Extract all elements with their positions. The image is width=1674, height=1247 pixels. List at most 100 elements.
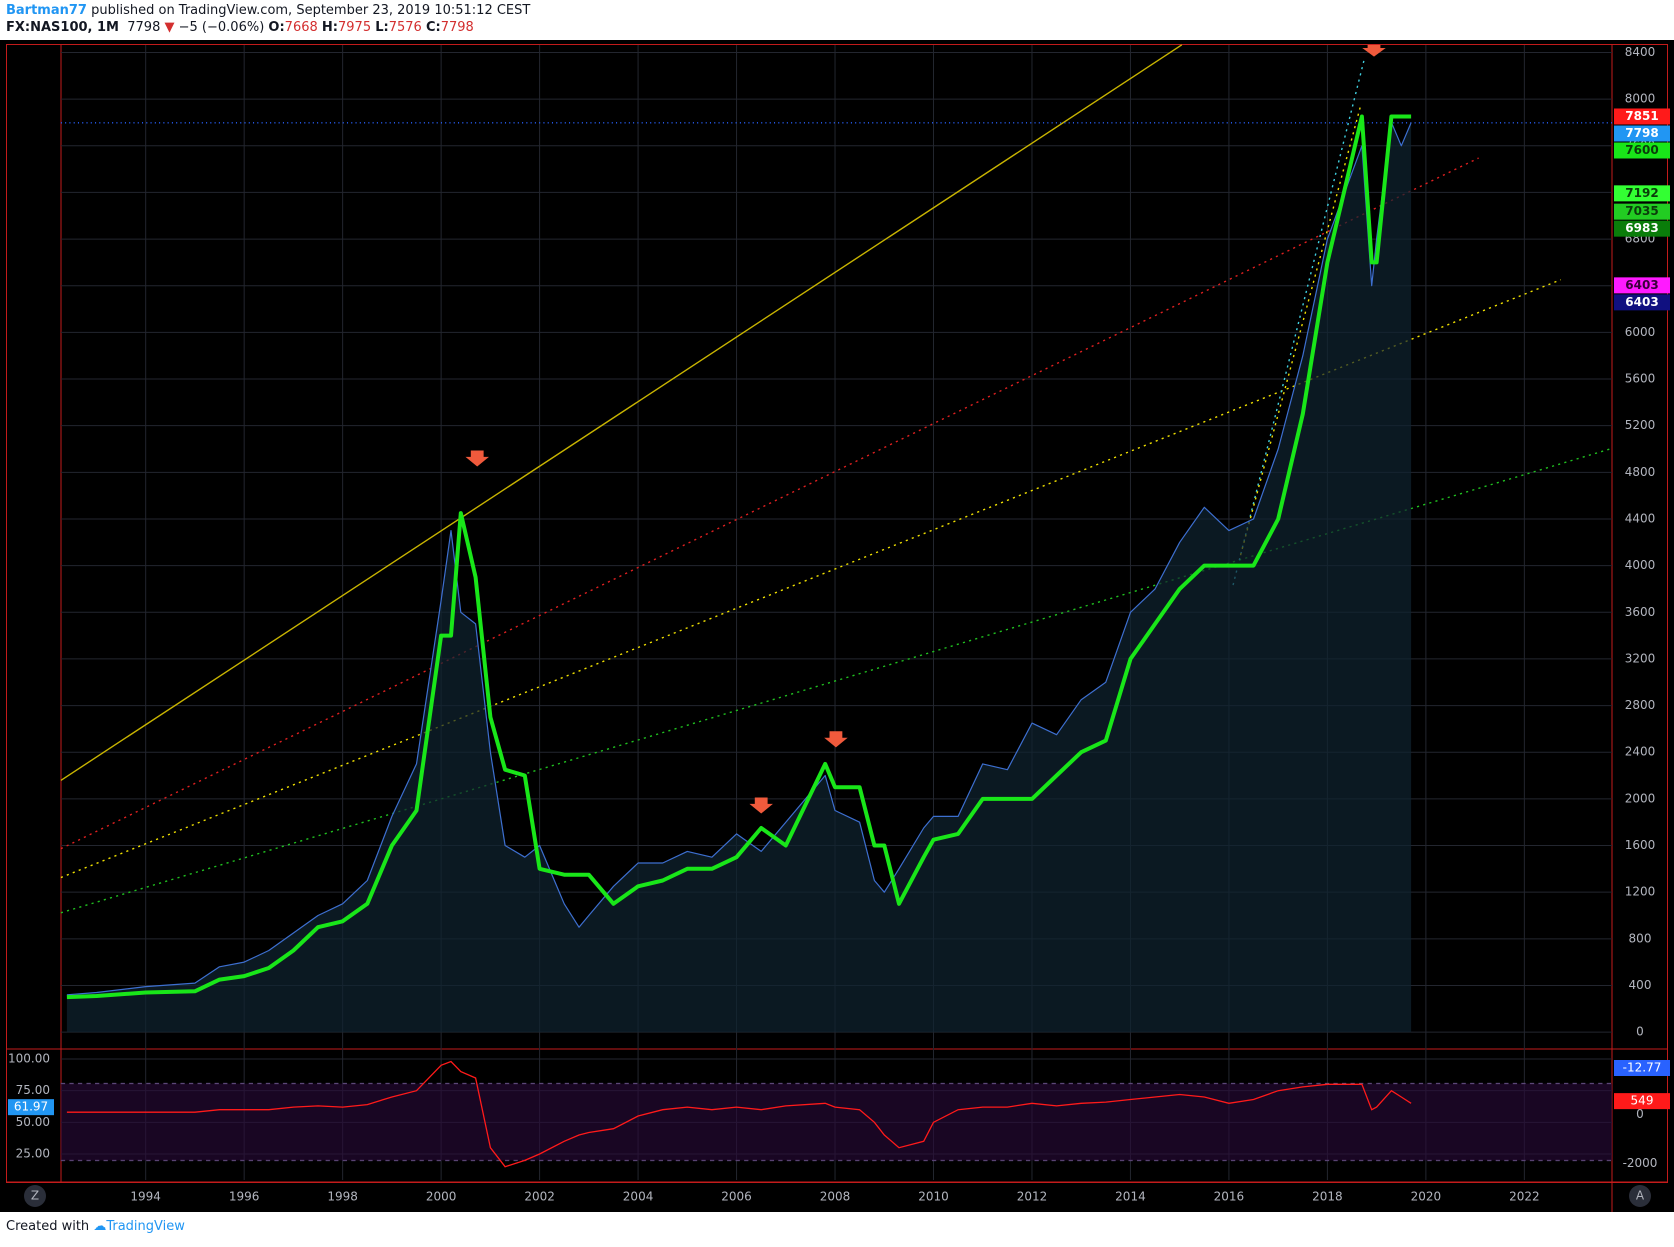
symbol-line: FX:NAS100, 1M 7798 ▼ −5 (−0.06%) O:7668 …: [6, 19, 530, 36]
y-tick-label: 3600: [1625, 605, 1656, 619]
signal-arrow: [749, 797, 773, 814]
osc-tick-label: 100.00: [8, 1051, 50, 1065]
footer-cloud: ☁: [93, 1219, 107, 1234]
footer-text: Created with: [6, 1219, 90, 1234]
price-label-box: [1614, 294, 1670, 311]
scale-button[interactable]: [1629, 1185, 1651, 1207]
price-label: 7600: [1625, 143, 1658, 157]
chart-background: [0, 40, 1674, 1212]
oscillator-line: [66, 1060, 1412, 1168]
ohlc-value: 7668: [284, 20, 318, 35]
y-tick-label: 1200: [1625, 885, 1656, 899]
trend-line: [66, 114, 1412, 1000]
osc-tick-label: 75.00: [16, 1083, 50, 1097]
price-label-box: [1614, 185, 1670, 202]
y-tick-label: 2400: [1625, 745, 1656, 759]
price-label: 6403: [1625, 278, 1658, 292]
x-tick-label: 2002: [524, 1190, 555, 1204]
x-tick-label: 2016: [1214, 1190, 1245, 1204]
osc-y2-value-box: [1614, 1060, 1670, 1076]
header: Bartman77 published on TradingView.com, …: [6, 2, 530, 36]
osc-y2-value-box: [1614, 1093, 1670, 1110]
scale-button-label[interactable]: A: [1636, 1189, 1645, 1203]
price-label-box: [1614, 203, 1670, 220]
x-tick-label: 2020: [1411, 1190, 1442, 1204]
plot: [66, 114, 1412, 1168]
price-label: 7851: [1625, 109, 1658, 123]
signal-arrow: [824, 731, 848, 748]
x-tick-label: 2018: [1312, 1190, 1343, 1204]
x-tick-label: 1996: [229, 1190, 260, 1204]
price-label-box: [1614, 142, 1670, 159]
x-tick-label: 2006: [721, 1190, 752, 1204]
osc-y2-value-label: -12.77: [1623, 1061, 1662, 1075]
osc-y2-value-label: 549: [1631, 1094, 1654, 1108]
drawings: [60, 44, 1613, 1162]
y-tick-label: 4800: [1625, 465, 1656, 479]
last-price: 7798: [127, 20, 161, 35]
price-label: 7798: [1625, 126, 1658, 140]
price-label-box: [1614, 220, 1670, 237]
y-tick-label: 400: [1629, 978, 1652, 992]
x-tick-label: 2008: [820, 1190, 851, 1204]
publish-line: Bartman77 published on TradingView.com, …: [6, 2, 530, 19]
y-tick-label: 5200: [1625, 418, 1656, 432]
footer-brand[interactable]: TradingView: [106, 1219, 185, 1234]
osc-value-label: 61.97: [14, 1100, 48, 1114]
trend-line: [60, 447, 1613, 914]
price-label: 6403: [1625, 295, 1658, 309]
symbol: FX:NAS100, 1M: [6, 20, 119, 35]
ohlc-value: 7576: [388, 20, 422, 35]
y-tick-label: 2000: [1625, 791, 1656, 805]
ohlc-label: C:: [425, 20, 441, 35]
x-tick-label: 1998: [327, 1190, 358, 1204]
signal-arrow: [465, 450, 489, 467]
price-label-box: [1614, 108, 1670, 125]
y-tick-label: 8400: [1625, 45, 1656, 59]
price-label: 7192: [1625, 186, 1658, 200]
area-fill: [66, 122, 1412, 1033]
y-tick-label: 8000: [1625, 92, 1656, 106]
down-icon: ▼: [164, 20, 175, 35]
ohlc-value: 7975: [338, 20, 372, 35]
ohlc-label: H:: [321, 20, 338, 35]
x-tick-label: 2012: [1017, 1190, 1048, 1204]
scale-button-label[interactable]: Z: [31, 1189, 39, 1203]
price-label: 7035: [1625, 204, 1658, 218]
x-tick-label: 2014: [1115, 1190, 1146, 1204]
x-tick-label: 2010: [918, 1190, 949, 1204]
x-tick-label: 2022: [1509, 1190, 1540, 1204]
change: −5 (−0.06%): [178, 20, 265, 35]
y-tick-label: 4000: [1625, 558, 1656, 572]
axes: 1994 1996 1998 2000 2002 2004 2006 2008 2010 2012…: [8, 45, 1670, 1204]
osc-y2-tick-label: -2000: [1623, 1156, 1658, 1170]
osc-tick-label: 25.00: [16, 1147, 50, 1161]
ohlc-value: 7798: [440, 20, 474, 35]
trend-line: [60, 44, 1183, 781]
x-tick-label: 1994: [130, 1190, 161, 1204]
ohlc-label: L:: [375, 20, 389, 35]
osc-y2-tick-label: 0: [1636, 1107, 1644, 1121]
trend-line: [1232, 58, 1366, 586]
price-label-box: [1614, 277, 1670, 294]
ohlc-label: O:: [268, 20, 285, 35]
y-tick-label: 4400: [1625, 511, 1656, 525]
price-label: 6983: [1625, 221, 1658, 235]
author[interactable]: Bartman77: [6, 3, 87, 18]
osc-tick-label: 50.00: [16, 1115, 50, 1129]
signal-arrow: [1362, 44, 1386, 57]
y-tick-label: 2800: [1625, 698, 1656, 712]
y-tick-label: 3200: [1625, 651, 1656, 665]
y-tick-label: 1600: [1625, 838, 1656, 852]
y-tick-label: 0: [1636, 1025, 1644, 1039]
publish-info: published on TradingView.com, September …: [91, 3, 531, 18]
trend-line: [60, 157, 1479, 850]
y-tick-label: 800: [1629, 931, 1652, 945]
price-label-box: [1614, 125, 1670, 142]
scale-button[interactable]: [24, 1185, 46, 1207]
footer: Created with ☁TradingView: [6, 1219, 185, 1234]
trend-line: [1239, 103, 1362, 556]
y-tick-label: 5600: [1625, 372, 1656, 386]
